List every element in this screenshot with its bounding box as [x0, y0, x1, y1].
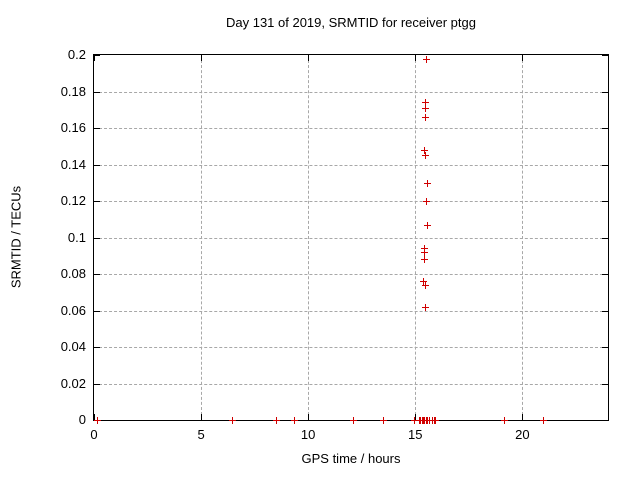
- data-point-marker: [423, 221, 431, 229]
- y-gridline: [94, 347, 608, 348]
- data-point-marker: [229, 417, 237, 424]
- data-point-marker: [421, 152, 429, 160]
- y-gridline: [94, 274, 608, 275]
- y-tick-mark: [94, 274, 100, 275]
- data-point-marker: [421, 146, 429, 154]
- data-point-marker: [93, 417, 101, 424]
- y-tick-mark: [94, 201, 100, 202]
- data-point-marker: [349, 417, 357, 424]
- y-tick-mark-right: [602, 55, 608, 56]
- y-tick-mark-right: [602, 274, 608, 275]
- y-tick-mark: [94, 237, 100, 239]
- plot-area: 0 5 10 15 20 0 0.02 0.04 0.06 0.08 0.1 0.12 0.14 0.16…: [61, 47, 609, 442]
- y-tick-mark-right: [602, 420, 608, 421]
- y-tick-label: 0.06: [60, 302, 86, 318]
- data-point-marker: [423, 179, 431, 187]
- chart-title: Day 131 of 2019, SRMTID for receiver ptg…: [225, 15, 476, 30]
- y-gridline: [94, 310, 608, 312]
- y-tick-mark: [94, 91, 100, 93]
- x-axis-label: GPS time / hours: [301, 451, 401, 466]
- x-tick-mark-top: [201, 55, 203, 61]
- x-tick-label: 10: [300, 427, 316, 442]
- x-tick-mark: [94, 414, 95, 420]
- data-point-marker: [291, 417, 299, 424]
- y-tick-label: 0.2: [67, 47, 86, 62]
- x-tick-label: 15: [408, 427, 423, 442]
- y-gridline: [94, 383, 608, 385]
- y-tick-label: 0.14: [60, 156, 86, 172]
- y-tick-label: 0.1: [67, 229, 86, 245]
- y-tick-mark-right: [602, 310, 608, 312]
- x-tick-label: 0: [90, 427, 98, 442]
- data-point-marker: [420, 244, 428, 252]
- x-tick-label: 20: [515, 427, 530, 442]
- y-tick-label: 0: [78, 412, 86, 427]
- data-point-marker: [501, 417, 509, 424]
- y-tick-mark-right: [602, 91, 608, 93]
- y-gridline: [94, 91, 608, 93]
- data-point-marker: [380, 417, 388, 424]
- data-point-marker: [422, 281, 430, 289]
- y-tick-label: 0.08: [60, 266, 86, 281]
- y-tick-mark: [94, 164, 100, 166]
- y-gridline: [94, 201, 608, 202]
- data-point-marker: [422, 198, 430, 205]
- y-tick-mark: [94, 383, 100, 385]
- data-point-marker: [432, 417, 440, 424]
- x-tick-mark: [308, 414, 310, 420]
- y-tick-label: 0.12: [60, 193, 86, 208]
- data-point-marker: [420, 278, 428, 286]
- data-point-marker: [272, 417, 280, 424]
- x-tick-mark: [201, 414, 203, 420]
- y-gridline: [94, 164, 608, 166]
- y-gridline: [94, 237, 608, 239]
- y-gridline: [94, 128, 608, 129]
- data-point-marker: [421, 104, 429, 112]
- data-point-marker: [425, 417, 433, 424]
- y-tick-mark-right: [602, 347, 608, 348]
- data-point-marker: [421, 99, 429, 107]
- x-tick-mark-top: [522, 55, 524, 61]
- y-tick-mark-right: [602, 128, 608, 129]
- y-tick-mark-right: [602, 237, 608, 239]
- x-tick-mark-top: [415, 55, 417, 61]
- x-tick-mark: [415, 414, 417, 420]
- data-point-marker: [421, 303, 429, 311]
- data-point-marker: [422, 55, 430, 63]
- data-point-marker: [421, 114, 429, 122]
- y-tick-mark-right: [602, 164, 608, 166]
- data-point-marker: [410, 417, 418, 424]
- y-tick-mark: [94, 347, 100, 348]
- x-tick-label: 5: [197, 427, 205, 442]
- data-point-marker: [421, 249, 429, 257]
- data-point-marker: [421, 256, 429, 264]
- y-tick-mark: [94, 128, 100, 129]
- y-tick-label: 0.04: [60, 339, 86, 354]
- y-tick-mark-right: [602, 201, 608, 202]
- y-tick-mark-right: [602, 383, 608, 385]
- data-point-marker: [539, 417, 547, 424]
- y-tick-mark: [94, 55, 100, 56]
- y-tick-mark: [94, 310, 100, 312]
- y-tick-label: 0.02: [60, 375, 86, 391]
- x-tick-mark-top: [94, 55, 95, 61]
- x-tick-mark: [522, 414, 524, 420]
- y-tick-label: 0.16: [60, 120, 86, 135]
- x-tick-mark-top: [308, 55, 310, 61]
- y-tick-label: 0.18: [60, 83, 86, 99]
